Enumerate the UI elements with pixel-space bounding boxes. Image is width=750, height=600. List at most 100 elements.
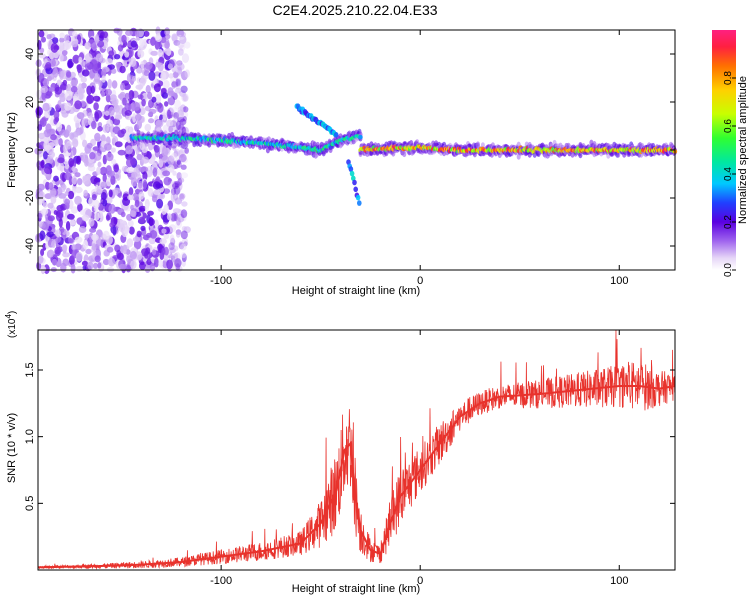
heatmap-noise-cell bbox=[171, 255, 176, 263]
heatmap-noise-cell bbox=[173, 71, 179, 79]
heatmap-noise-cell bbox=[56, 204, 64, 212]
snr-panel: -100 0 100 0.51.01.5 Height of straight li… bbox=[4, 311, 676, 595]
heatmap-noise-cell bbox=[168, 58, 177, 67]
heatmap-noise-cell bbox=[149, 230, 158, 239]
heatmap-noise-cell bbox=[45, 62, 52, 69]
heatmap-noise-cell bbox=[163, 232, 170, 240]
heatmap-noise-cell bbox=[126, 167, 134, 173]
heatmap-noise-cell bbox=[171, 34, 179, 44]
heatmap-noise-cell bbox=[164, 101, 169, 107]
heatmap-noise-cell bbox=[126, 238, 134, 248]
heatmap-noise-cell bbox=[167, 164, 175, 173]
heatmap-noise-cell bbox=[166, 213, 172, 221]
heatmap-noise-cell bbox=[59, 162, 65, 172]
heatmap-noise-cell bbox=[83, 189, 88, 197]
figure-title: C2E4.2025.210.22.04.E33 bbox=[272, 2, 437, 18]
heatmap-noise-cell bbox=[59, 32, 65, 39]
heatmap-noise-cell bbox=[48, 182, 54, 191]
heatmap-noise-cell bbox=[144, 123, 152, 132]
heatmap-noise-cell bbox=[74, 243, 82, 251]
heatmap-noise-cell bbox=[58, 193, 67, 199]
heatmap-noise-cell bbox=[168, 247, 176, 254]
snr-trend-line bbox=[38, 385, 675, 569]
heatmap-noise-cell bbox=[65, 143, 72, 150]
heatmap-noise-cell bbox=[139, 38, 145, 48]
heatmap-noise-cell bbox=[112, 126, 121, 135]
heatmap-noise-cell bbox=[174, 87, 182, 94]
heatmap-noise-cell bbox=[64, 172, 72, 181]
heatmap-noise-cell bbox=[82, 139, 88, 148]
heatmap-noise-cell bbox=[162, 112, 167, 121]
heatmap-noise-cell bbox=[94, 110, 103, 119]
heatmap-noise-cell bbox=[177, 181, 183, 191]
heatmap-noise-cell bbox=[64, 191, 69, 197]
colorbar-tick-label: 0.0 bbox=[723, 263, 734, 277]
heatmap-noise-cell bbox=[53, 67, 59, 78]
heatmap-noise-cell bbox=[74, 236, 83, 243]
heatmap-noise-cell bbox=[175, 78, 181, 87]
snr-exponent-open: (x10 bbox=[7, 318, 18, 338]
colorbar-tick-label: 0.2 bbox=[723, 215, 734, 229]
heatmap-noise-cell bbox=[160, 71, 167, 81]
heatmap-noise-cell bbox=[155, 33, 162, 43]
heatmap-noise-cell bbox=[87, 112, 93, 119]
heatmap-noise-cell bbox=[129, 250, 137, 260]
y-tick-label: 1.0 bbox=[24, 429, 36, 444]
heatmap-noise-cell bbox=[38, 132, 46, 140]
svg-text:(x104): (x104) bbox=[4, 311, 18, 338]
heatmap-noise-cell bbox=[180, 37, 187, 44]
heatmap-noise-cell bbox=[149, 262, 156, 272]
heatmap-noise-cell bbox=[150, 50, 159, 56]
x-tick-label: 100 bbox=[610, 575, 628, 587]
heatmap-noise-cell bbox=[179, 90, 186, 97]
spectrogram-panel: -100 0 100 -40 -20 0 20 40 Height of straight … bbox=[6, 26, 678, 297]
heatmap-noise-cell bbox=[43, 151, 48, 160]
heatmap-noise-cell bbox=[106, 246, 114, 253]
heatmap-noise-cell bbox=[177, 40, 185, 49]
heatmap-noise-cell bbox=[177, 106, 184, 116]
heatmap-noise-cell bbox=[48, 151, 56, 159]
heatmap-noise-cell bbox=[58, 138, 63, 146]
heatmap-noise-cell bbox=[75, 251, 83, 262]
heatmap-noise-cell bbox=[182, 95, 189, 102]
heatmap-noise-cell bbox=[181, 211, 188, 222]
heatmap-noise-cell bbox=[85, 248, 92, 255]
heatmap-noise-cell bbox=[148, 118, 155, 124]
y-tick-label: 0 bbox=[24, 147, 36, 153]
heatmap-noise-cell bbox=[40, 266, 47, 272]
heatmap-noise-cell bbox=[137, 94, 144, 100]
heatmap-noise-cell bbox=[70, 79, 77, 88]
heatmap-noise-cell bbox=[96, 166, 101, 176]
heatmap-noise-cell bbox=[178, 241, 184, 248]
heatmap-noise-cell bbox=[177, 66, 182, 75]
heatmap-noise-cell bbox=[179, 120, 184, 131]
heatmap-noise-cell bbox=[147, 91, 153, 100]
heatmap-noise-cell bbox=[154, 257, 159, 268]
heatmap-noise-cell bbox=[115, 114, 123, 120]
heatmap-noise-cell bbox=[143, 30, 150, 37]
heatmap-noise-cell bbox=[179, 44, 186, 52]
heatmap-noise-cell bbox=[71, 40, 79, 48]
heatmap-noise-cell bbox=[48, 249, 54, 258]
heatmap-noise-cell bbox=[102, 68, 107, 76]
heatmap-noise-cell bbox=[46, 231, 54, 238]
heatmap-noise-cell bbox=[47, 215, 55, 222]
x-tick-label: -100 bbox=[210, 275, 232, 287]
heatmap-noise-cell bbox=[167, 155, 175, 166]
heatmap-noise-cell bbox=[164, 41, 170, 49]
heatmap-noise-cell bbox=[97, 122, 103, 128]
spectrogram-x-label: Height of straight line (km) bbox=[292, 285, 420, 297]
heatmap-noise-cell bbox=[35, 106, 43, 116]
heatmap-noise-cell bbox=[140, 60, 145, 69]
heatmap-noise-cell bbox=[171, 80, 176, 90]
heatmap-noise-cell bbox=[177, 35, 185, 40]
heatmap-noise-cell bbox=[71, 244, 77, 251]
heatmap-noise-cell bbox=[126, 73, 132, 83]
heatmap-noise-cell bbox=[168, 242, 175, 251]
heatmap-noise-cell bbox=[67, 213, 75, 220]
heatmap-noise-cell bbox=[183, 41, 191, 49]
heatmap-noise-cell bbox=[110, 158, 117, 165]
heatmap-noise-cell bbox=[53, 117, 58, 125]
heatmap-noise-cell bbox=[161, 228, 167, 234]
heatmap-noise-cell bbox=[132, 113, 137, 123]
